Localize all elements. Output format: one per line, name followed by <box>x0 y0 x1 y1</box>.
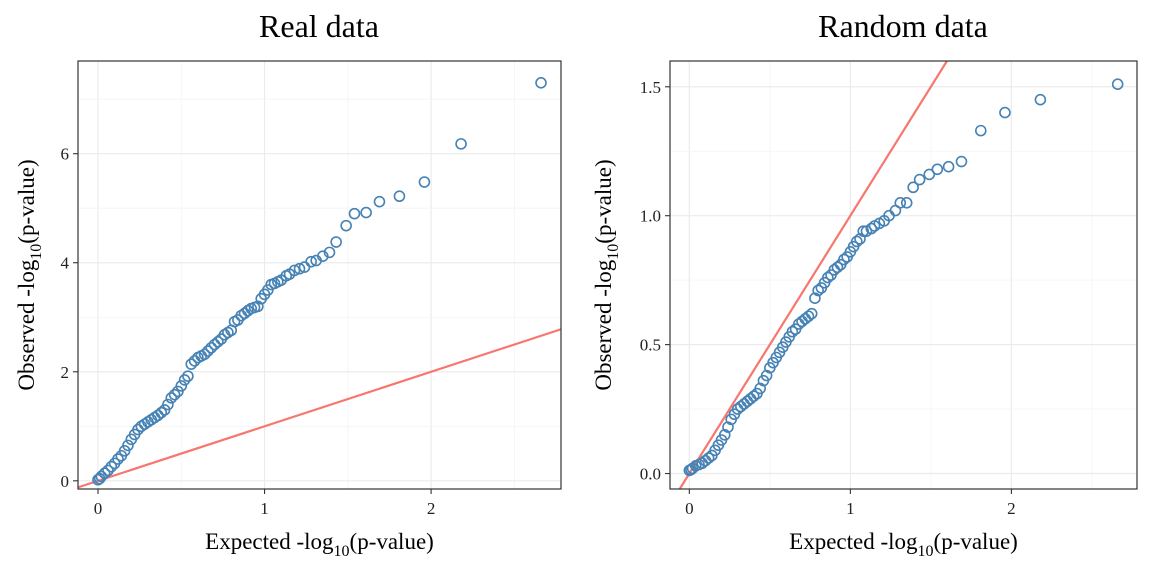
panel-border <box>669 60 1138 490</box>
panel-2: 0 1 2 0.0 0.5 1.0 1.5 Random data Expected -log1… <box>591 8 1138 560</box>
data-point <box>192 351 204 364</box>
data-point <box>868 220 881 232</box>
data-point <box>974 124 987 137</box>
data-point <box>907 181 919 194</box>
data-point <box>125 433 138 446</box>
data-point <box>931 163 944 176</box>
data-point <box>860 225 873 237</box>
data-point <box>683 464 696 477</box>
y-tick-label: 4 <box>61 254 70 273</box>
data-point <box>185 358 198 370</box>
reference-line <box>678 61 949 489</box>
x-tick-label: 0 <box>685 499 694 518</box>
x-tick-label: 2 <box>427 499 436 518</box>
data-point <box>310 254 322 267</box>
points <box>92 77 547 486</box>
data-point <box>699 454 712 467</box>
data-point <box>942 160 955 173</box>
data-point <box>831 261 844 274</box>
data-point <box>135 420 148 433</box>
panel-1: 0 1 2 0 2 4 6 Real data Expected -log10(p-value)… <box>14 8 562 560</box>
data-point <box>188 355 201 367</box>
data-point <box>165 392 178 404</box>
data-point <box>393 190 406 203</box>
data-point <box>913 173 926 186</box>
data-point <box>360 206 372 219</box>
data-point <box>168 388 181 401</box>
data-point <box>999 106 1011 119</box>
data-point <box>212 335 224 348</box>
data-point <box>92 473 104 486</box>
x-tick-label: 1 <box>846 499 855 518</box>
data-point <box>95 470 108 483</box>
data-point <box>735 400 747 413</box>
data-point <box>323 246 336 259</box>
y-tick-label: 0 <box>61 472 70 491</box>
data-point <box>418 176 431 188</box>
data-point <box>178 374 191 386</box>
x-tick-label: 0 <box>94 499 103 518</box>
data-point <box>348 207 361 220</box>
data-point <box>841 251 853 263</box>
x-axis-label: Expected -log10(p-value) <box>205 529 434 560</box>
data-point <box>340 219 352 232</box>
data-point <box>330 236 342 248</box>
data-point <box>1111 78 1124 91</box>
grid <box>78 61 561 489</box>
data-point <box>825 269 837 281</box>
panel-title: Random data <box>818 8 988 44</box>
data-point <box>102 464 114 477</box>
y-axis-label: Observed -log10(p-value) <box>14 159 45 390</box>
y-tick-label: 6 <box>61 145 70 164</box>
y-tick-label: 2 <box>61 363 70 382</box>
panel-title: Real data <box>259 8 379 44</box>
data-point <box>373 195 386 208</box>
points <box>683 78 1124 477</box>
y-tick-label: 1.0 <box>640 207 661 226</box>
y-tick-label: 0.0 <box>640 465 661 484</box>
data-point <box>298 261 311 273</box>
data-point <box>809 292 821 305</box>
data-point <box>900 197 913 209</box>
data-point <box>796 315 808 328</box>
data-point <box>293 262 306 275</box>
x-tick-label: 1 <box>260 499 269 518</box>
data-point <box>854 233 866 245</box>
data-point <box>205 341 218 354</box>
panel-border <box>77 60 562 490</box>
data-point <box>208 338 221 351</box>
grid <box>670 61 1137 489</box>
y-tick-label: 0.5 <box>640 336 661 355</box>
data-point <box>789 323 802 335</box>
plot-background <box>670 61 1137 489</box>
y-axis-label: Observed -log10(p-value) <box>591 159 622 390</box>
data-point <box>115 449 128 462</box>
data-point <box>108 457 121 470</box>
x-tick-label: 2 <box>1007 499 1016 518</box>
reference-line <box>78 328 561 489</box>
y-tick-label: 1.5 <box>640 78 661 97</box>
x-axis-label: Expected -log10(p-value) <box>789 529 1018 560</box>
data-point <box>815 282 828 294</box>
data-point <box>923 168 936 181</box>
data-point <box>182 370 194 382</box>
data-point <box>105 460 118 473</box>
data-point <box>1034 93 1047 106</box>
data-point <box>172 385 184 398</box>
data-point <box>955 155 968 168</box>
data-point <box>535 77 547 89</box>
data-point <box>455 138 467 150</box>
